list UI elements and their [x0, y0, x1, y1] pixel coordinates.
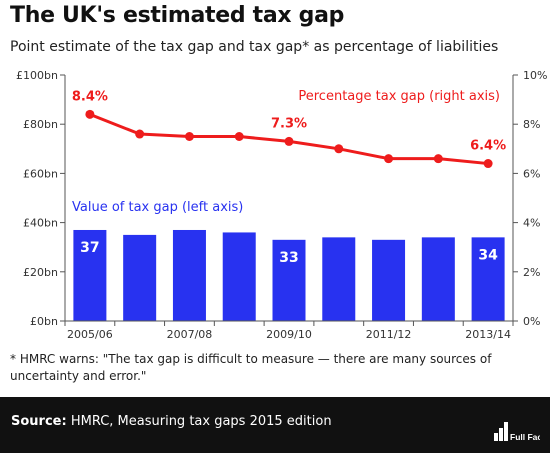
source-label: Source: — [11, 414, 67, 429]
tax-gap-chart: £0bn £20bn £40bn £60bn £80bn £100bn 0% 2% 4% 6% 8%… — [16, 69, 547, 341]
line-point — [284, 136, 294, 146]
line-data-label: 8.4% — [72, 89, 108, 104]
bar-data-label: 37 — [80, 240, 99, 256]
left-tick-label: £20bn — [23, 266, 58, 279]
chart-subtitle: Point estimate of the tax gap and tax ga… — [10, 39, 499, 55]
line-point — [85, 109, 95, 119]
left-tick-label: £40bn — [23, 217, 58, 230]
labels-layer: 37 33 34 8.4% 7.3% 6.4% Percentage tax gap (ri… — [72, 89, 506, 266]
x-tick-label: 2009/10 — [266, 328, 312, 341]
bar — [222, 232, 256, 321]
bar — [73, 229, 107, 321]
right-tick-label: 10% — [523, 69, 547, 82]
bar-series-label: Value of tax gap (left axis) — [72, 200, 243, 215]
bars-layer — [73, 229, 505, 321]
bar — [172, 229, 206, 321]
line-point — [334, 144, 344, 154]
x-tick-label: 2007/08 — [167, 328, 213, 341]
right-tick-label: 4% — [523, 217, 540, 230]
footer-bar: Source: HMRC, Measuring tax gaps 2015 ed… — [0, 397, 550, 453]
line-point — [483, 159, 493, 169]
right-tick-label: 2% — [523, 266, 540, 279]
chart-title: The UK's estimated tax gap — [10, 3, 345, 28]
line-point — [184, 132, 194, 141]
bar — [322, 237, 356, 321]
x-tick-label: 2005/06 — [67, 328, 113, 341]
bar — [123, 234, 157, 321]
left-tick-label: £100bn — [16, 69, 58, 82]
right-tick-label: 0% — [523, 315, 540, 328]
left-tick-label: £80bn — [23, 118, 58, 131]
line-point — [234, 132, 244, 141]
bar — [272, 239, 306, 321]
left-tick-label: £0bn — [30, 315, 58, 328]
line-series-label: Percentage tax gap (right axis) — [298, 89, 500, 104]
left-tick-label: £60bn — [23, 167, 58, 180]
line-point — [433, 154, 443, 164]
right-tick-label: 8% — [523, 118, 540, 131]
bar — [471, 237, 505, 321]
right-tick-label: 6% — [523, 167, 540, 180]
footnote: * HMRC warns: "The tax gap is difficult … — [10, 352, 492, 383]
source-text: HMRC, Measuring tax gaps 2015 edition — [70, 414, 332, 429]
line-data-label: 7.3% — [271, 116, 307, 131]
line-layer — [85, 109, 493, 169]
line-point — [135, 129, 145, 139]
line-point — [384, 154, 394, 164]
bar-data-label: 34 — [478, 247, 498, 263]
source-line: Source: HMRC, Measuring tax gaps 2015 ed… — [11, 414, 332, 429]
bar-data-label: 33 — [279, 250, 298, 266]
full-fact-logo-icon: Full Fact — [494, 422, 540, 442]
bar — [421, 237, 455, 321]
x-tick-label: 2011/12 — [366, 328, 412, 341]
bar — [372, 239, 406, 321]
line-data-label: 6.4% — [470, 139, 506, 154]
x-tick-label: 2013/14 — [465, 328, 511, 341]
axes-layer: £0bn £20bn £40bn £60bn £80bn £100bn 0% 2% 4% 6% 8%… — [16, 69, 547, 341]
logo-text: Full Fact — [510, 432, 540, 442]
